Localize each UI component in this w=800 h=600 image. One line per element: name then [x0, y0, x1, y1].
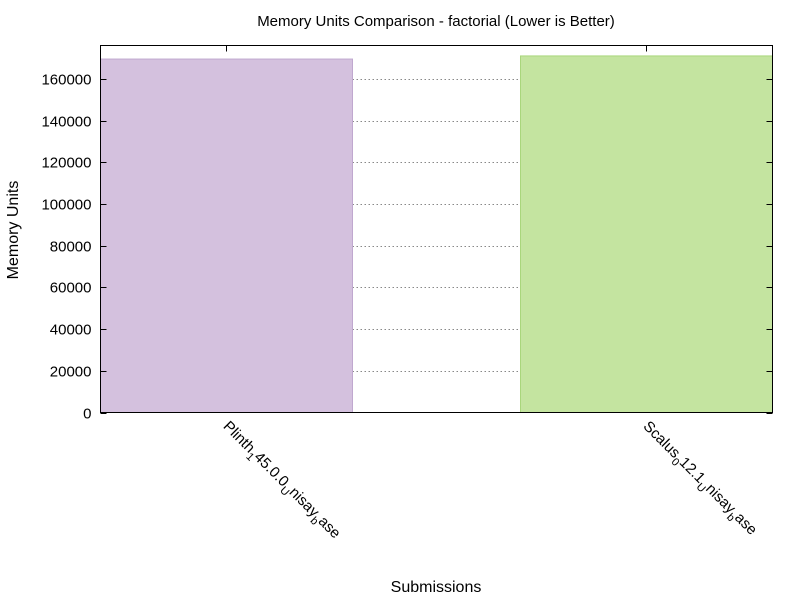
- bar-1: [100, 58, 353, 413]
- y-tick-label: 160000: [41, 72, 91, 89]
- ticks-layer: [100, 45, 773, 414]
- y-tick-label: 40000: [50, 322, 92, 339]
- x-category-label-2: Scalus012.1Unisaybase: [637, 418, 761, 542]
- plot-frame: [100, 45, 773, 413]
- y-axis-label: Memory Units: [5, 181, 22, 280]
- bars-layer: [100, 55, 773, 413]
- y-tick-label: 120000: [41, 155, 91, 172]
- x-axis-label: Submissions: [391, 579, 482, 596]
- y-tick-label: 140000: [41, 114, 91, 131]
- y-tick-label: 60000: [50, 280, 92, 297]
- y-tick-label: 20000: [50, 364, 92, 381]
- y-tick-label: 80000: [50, 239, 92, 256]
- bar-2: [520, 55, 773, 413]
- x-category-label-1: Plinth145.0.0Unisaybase: [217, 418, 344, 545]
- y-tick-label: 0: [83, 406, 91, 423]
- y-tick-label: 100000: [41, 197, 91, 214]
- chart-title: Memory Units Comparison - factorial (Low…: [257, 13, 615, 30]
